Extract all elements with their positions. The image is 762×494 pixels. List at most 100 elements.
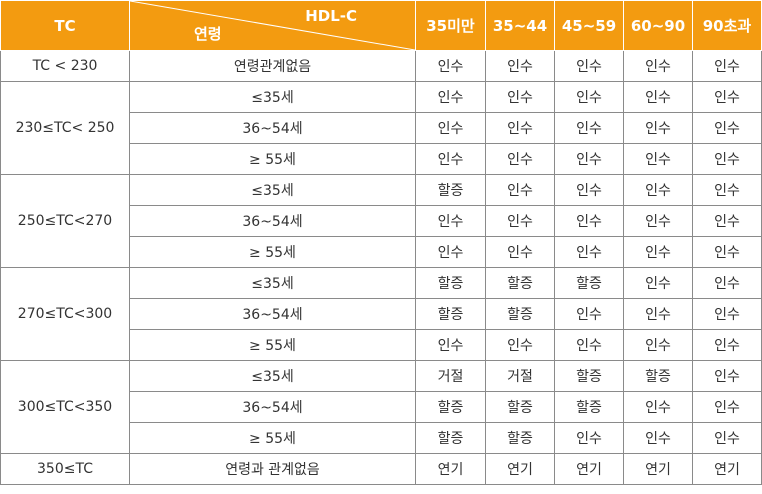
value-cell: 인수 xyxy=(554,81,624,113)
value-cell: 할증 xyxy=(415,174,486,206)
value-cell: 할증 xyxy=(485,298,555,330)
value-cell: 인수 xyxy=(485,236,555,268)
col-header: 35~44 xyxy=(485,0,555,51)
value-cell: 연기 xyxy=(692,453,762,485)
tc-range-cell: TC < 230 xyxy=(0,50,130,82)
value-cell: 할증 xyxy=(554,391,624,423)
value-cell: 거절 xyxy=(415,360,486,392)
value-cell: 인수 xyxy=(623,205,693,237)
value-cell: 인수 xyxy=(415,329,486,361)
age-cell: ≥ 55세 xyxy=(129,236,416,268)
col-header: 45~59 xyxy=(554,0,624,51)
value-cell: 인수 xyxy=(554,329,624,361)
table-row: 36~54세 할증 할증 인수 인수 인수 xyxy=(1,298,762,330)
value-cell: 인수 xyxy=(692,360,762,392)
value-cell: 인수 xyxy=(692,329,762,361)
value-cell: 할증 xyxy=(623,360,693,392)
value-cell: 인수 xyxy=(623,50,693,82)
value-cell: 인수 xyxy=(692,422,762,454)
value-cell: 인수 xyxy=(623,236,693,268)
tc-range-cell: 250≤TC<270 xyxy=(0,174,130,268)
value-cell: 연기 xyxy=(415,453,486,485)
value-cell: 인수 xyxy=(485,205,555,237)
value-cell: 인수 xyxy=(692,298,762,330)
value-cell: 인수 xyxy=(623,422,693,454)
hdl-label: HDL-C xyxy=(305,7,357,25)
header-row: TC HDL-C 연령 35미만 35~44 45~59 60~90 90초과 xyxy=(0,0,762,51)
age-cell: ≤35세 xyxy=(129,81,416,113)
age-cell: 36~54세 xyxy=(129,391,416,423)
age-cell: 36~54세 xyxy=(129,205,416,237)
value-cell: 인수 xyxy=(485,174,555,206)
value-cell: 인수 xyxy=(415,205,486,237)
tc-range-cell: 230≤TC< 250 xyxy=(0,81,130,175)
value-cell: 인수 xyxy=(623,174,693,206)
value-cell: 인수 xyxy=(692,81,762,113)
table-row: ≥ 55세 인수 인수 인수 인수 인수 xyxy=(1,143,762,175)
table-row: 250≤TC<270 ≤35세 할증 인수 인수 인수 인수 xyxy=(0,174,762,268)
age-cell: ≤35세 xyxy=(129,360,416,392)
table-row: 230≤TC< 250 ≤35세 인수 인수 인수 인수 인수 xyxy=(0,81,762,175)
age-cell: 연령과 관계없음 xyxy=(129,453,416,485)
value-cell: 인수 xyxy=(415,143,486,175)
value-cell: 인수 xyxy=(415,81,486,113)
table-row: 270≤TC<300 ≤35세 할증 할증 할증 인수 인수 xyxy=(0,267,762,361)
value-cell: 인수 xyxy=(623,143,693,175)
value-cell: 인수 xyxy=(485,329,555,361)
value-cell: 인수 xyxy=(485,50,555,82)
age-cell: ≥ 55세 xyxy=(129,329,416,361)
value-cell: 인수 xyxy=(415,236,486,268)
age-cell: 연령관계없음 xyxy=(129,50,416,82)
value-cell: 인수 xyxy=(623,298,693,330)
tc-range-cell: 350≤TC xyxy=(0,453,130,485)
age-cell: 36~54세 xyxy=(129,112,416,144)
value-cell: 인수 xyxy=(554,50,624,82)
value-cell: 인수 xyxy=(692,391,762,423)
value-cell: 할증 xyxy=(485,267,555,299)
age-cell: ≤35세 xyxy=(129,267,416,299)
value-cell: 할증 xyxy=(485,391,555,423)
table-row: ≥ 55세 할증 할증 인수 인수 인수 xyxy=(1,422,762,454)
value-cell: 인수 xyxy=(485,112,555,144)
tc-range-cell: 300≤TC<350 xyxy=(0,360,130,454)
value-cell: 할증 xyxy=(415,422,486,454)
value-cell: 인수 xyxy=(623,112,693,144)
age-cell: ≤35세 xyxy=(129,174,416,206)
value-cell: 인수 xyxy=(623,81,693,113)
age-label: 연령 xyxy=(194,25,222,43)
value-cell: 인수 xyxy=(692,205,762,237)
value-cell: 인수 xyxy=(415,50,486,82)
value-cell: 할증 xyxy=(415,391,486,423)
value-cell: 인수 xyxy=(485,81,555,113)
value-cell: 인수 xyxy=(554,112,624,144)
value-cell: 할증 xyxy=(554,360,624,392)
value-cell: 연기 xyxy=(485,453,555,485)
value-cell: 인수 xyxy=(692,236,762,268)
col-header: 60~90 xyxy=(623,0,693,51)
value-cell: 인수 xyxy=(554,298,624,330)
tc-range-cell: 270≤TC<300 xyxy=(0,267,130,361)
value-cell: 거절 xyxy=(485,360,555,392)
value-cell: 인수 xyxy=(415,112,486,144)
value-cell: 연기 xyxy=(554,453,624,485)
value-cell: 할증 xyxy=(485,422,555,454)
table-row: 350≤TC 연령과 관계없음 연기 연기 연기 연기 연기 xyxy=(0,453,762,485)
value-cell: 할증 xyxy=(415,298,486,330)
diagonal-divider xyxy=(130,1,415,50)
table-row: ≥ 55세 인수 인수 인수 인수 인수 xyxy=(1,236,762,268)
value-cell: 인수 xyxy=(692,267,762,299)
value-cell: 인수 xyxy=(554,205,624,237)
value-cell: 인수 xyxy=(623,391,693,423)
value-cell: 인수 xyxy=(692,174,762,206)
value-cell: 인수 xyxy=(554,422,624,454)
table-row: 36~54세 인수 인수 인수 인수 인수 xyxy=(1,205,762,237)
value-cell: 인수 xyxy=(554,236,624,268)
table-row: ≥ 55세 인수 인수 인수 인수 인수 xyxy=(1,329,762,361)
value-cell: 할증 xyxy=(415,267,486,299)
value-cell: 인수 xyxy=(692,112,762,144)
col-header: 35미만 xyxy=(415,0,486,51)
value-cell: 할증 xyxy=(554,267,624,299)
table-row: 300≤TC<350 ≤35세 거절 거절 할증 할증 인수 xyxy=(0,360,762,454)
tc-header: TC xyxy=(0,0,130,51)
